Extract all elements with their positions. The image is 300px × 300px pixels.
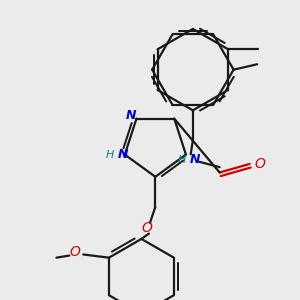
Text: H: H — [178, 154, 186, 165]
Text: O: O — [141, 221, 152, 235]
Text: N: N — [190, 153, 200, 166]
Text: H: H — [106, 150, 114, 160]
Text: O: O — [255, 157, 266, 171]
Text: O: O — [69, 245, 80, 259]
Text: N: N — [126, 109, 136, 122]
Text: N: N — [117, 148, 128, 161]
